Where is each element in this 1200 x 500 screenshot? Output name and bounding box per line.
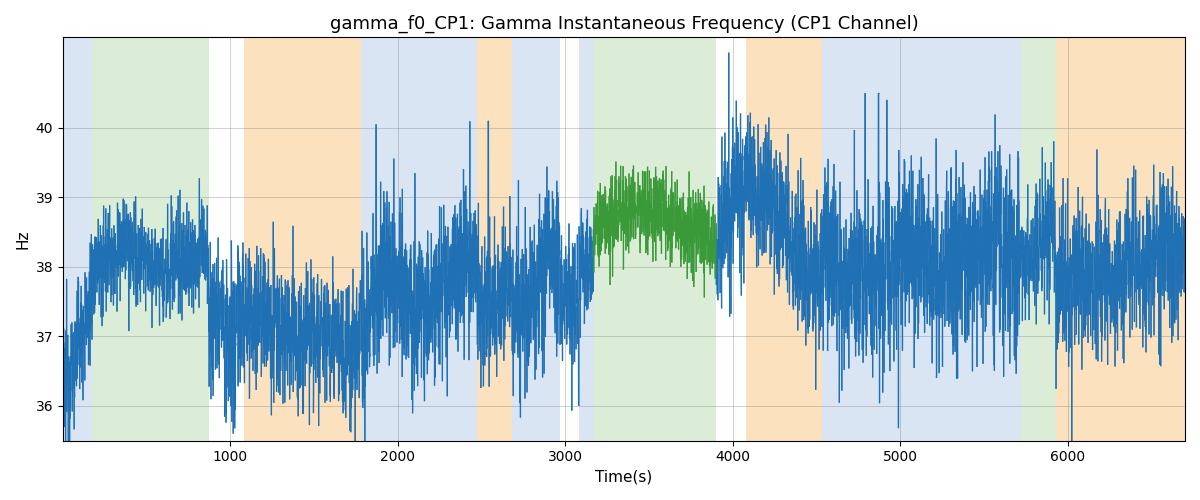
Bar <box>209 38 244 440</box>
Bar <box>716 38 746 440</box>
Y-axis label: Hz: Hz <box>16 230 30 249</box>
Bar <box>476 38 511 440</box>
Bar <box>594 38 716 440</box>
Bar <box>578 38 594 440</box>
Bar <box>361 38 476 440</box>
Bar <box>244 38 361 440</box>
Bar <box>1056 38 1186 440</box>
Bar <box>560 38 578 440</box>
X-axis label: Time(s): Time(s) <box>595 470 653 485</box>
Bar <box>822 38 1021 440</box>
Bar <box>62 38 92 440</box>
Bar <box>1021 38 1056 440</box>
Bar <box>511 38 560 440</box>
Title: gamma_f0_CP1: Gamma Instantaneous Frequency (CP1 Channel): gamma_f0_CP1: Gamma Instantaneous Freque… <box>330 15 918 34</box>
Bar <box>746 38 822 440</box>
Bar <box>92 38 209 440</box>
